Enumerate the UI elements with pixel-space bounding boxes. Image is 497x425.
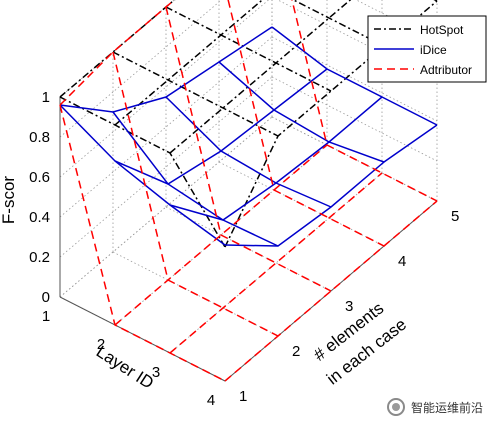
mesh-line bbox=[224, 200, 438, 382]
x-tick-label: 3 bbox=[152, 364, 160, 381]
series-adtributor bbox=[59, 0, 438, 382]
wechat-icon bbox=[386, 398, 405, 416]
watermark: 智能运维前沿 bbox=[386, 398, 483, 416]
x-tick-label: 2 bbox=[97, 336, 105, 353]
grid-line bbox=[277, 0, 438, 82]
y-tick-label: 4 bbox=[398, 253, 406, 270]
watermark-text: 智能运维前沿 bbox=[410, 400, 483, 415]
legend-label: Adtributor bbox=[420, 63, 472, 77]
legend-label: iDice bbox=[420, 43, 447, 57]
z-tick-label: 0.4 bbox=[29, 209, 50, 226]
mesh-line bbox=[227, 0, 385, 247]
x-axis-label: Layer ID bbox=[93, 342, 157, 393]
mesh-line bbox=[112, 111, 279, 247]
z-tick-label: 0.6 bbox=[29, 169, 50, 186]
mesh-line bbox=[165, 6, 332, 92]
mesh-line bbox=[271, 26, 438, 126]
mesh-line bbox=[169, 0, 352, 154]
y-tick-label: 1 bbox=[239, 388, 247, 405]
mesh-line bbox=[291, 0, 385, 47]
y-tick-label: 2 bbox=[292, 343, 300, 360]
plot-area bbox=[59, 0, 438, 382]
mesh-line bbox=[218, 61, 385, 163]
mesh-line bbox=[114, 68, 328, 185]
legend: HotSpot iDice Adtributor bbox=[367, 15, 487, 83]
z-tick-label: 0.2 bbox=[29, 249, 50, 266]
y-tick-label: 3 bbox=[345, 298, 353, 315]
x-tick-label: 4 bbox=[207, 392, 215, 409]
z-tick-label: 0 bbox=[42, 289, 50, 306]
mesh-line bbox=[112, 51, 279, 337]
z-tick-label: 1 bbox=[42, 89, 50, 106]
legend-label: HotSpot bbox=[420, 23, 464, 37]
mesh-line bbox=[169, 96, 383, 221]
z-axis-label: F-scor bbox=[0, 176, 18, 225]
grid-line bbox=[59, 0, 222, 138]
axes: 0 0.2 0.4 0.6 0.8 1 1 2 3 4 1 2 3 4 5 bbox=[29, 89, 459, 409]
x-tick-label: 1 bbox=[42, 308, 50, 325]
mesh-line bbox=[165, 96, 332, 208]
mesh-line bbox=[114, 144, 328, 326]
mesh-line bbox=[165, 6, 332, 292]
mesh-line bbox=[59, 104, 226, 382]
mesh-line bbox=[59, 96, 226, 248]
grid-line bbox=[271, 36, 438, 122]
mesh-line bbox=[169, 172, 383, 354]
grid-line bbox=[271, 76, 438, 162]
y-tick-label: 5 bbox=[451, 208, 459, 225]
mesh-line bbox=[291, 0, 438, 202]
mesh-line bbox=[59, 104, 226, 246]
mesh-line bbox=[112, 51, 279, 137]
z-tick-label: 0.8 bbox=[29, 129, 50, 146]
